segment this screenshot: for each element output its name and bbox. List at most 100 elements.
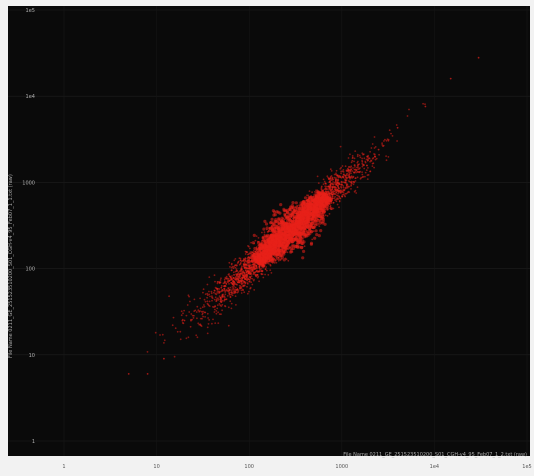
scatter-point xyxy=(406,115,409,117)
scatter-point xyxy=(332,183,335,186)
scatter-point xyxy=(206,292,209,295)
scatter-point xyxy=(288,228,292,232)
scatter-point xyxy=(307,194,310,197)
scatter-point xyxy=(325,197,329,201)
scatter-point xyxy=(328,197,332,201)
scatter-point xyxy=(236,291,239,294)
scatter-point xyxy=(206,296,209,299)
scatter-point xyxy=(243,291,246,294)
scatter-point xyxy=(202,291,204,294)
scatter-point xyxy=(281,240,285,244)
scatter-point xyxy=(292,219,296,224)
scatter-point xyxy=(230,269,233,272)
scatter-point xyxy=(317,234,321,238)
scatter-point xyxy=(361,157,363,160)
scatter-point xyxy=(271,222,275,226)
scatter-point xyxy=(422,102,424,105)
scatter-point xyxy=(256,269,258,272)
scatter-point xyxy=(329,178,332,181)
scatter-point xyxy=(321,221,325,225)
scatter-point xyxy=(251,277,254,280)
scatter-point xyxy=(336,203,339,206)
scatter-point xyxy=(243,277,246,279)
scatter-point xyxy=(215,287,218,290)
scatter-point xyxy=(363,157,366,160)
scatter-point xyxy=(311,203,315,207)
scatter-point xyxy=(345,173,348,176)
scatter-point xyxy=(366,178,369,181)
scatter-point xyxy=(362,153,365,156)
scatter-point xyxy=(229,300,232,303)
scatter-point xyxy=(344,165,347,168)
scatter-point xyxy=(215,310,218,312)
scatter-point xyxy=(319,229,323,233)
scatter-point xyxy=(240,292,243,294)
scatter-point xyxy=(161,333,164,336)
scatter-point xyxy=(313,216,317,220)
scatter-point xyxy=(340,186,343,189)
scatter-point xyxy=(324,190,327,193)
scatter-point xyxy=(186,304,189,306)
scatter-point xyxy=(214,296,217,299)
scatter-point xyxy=(341,190,343,193)
scatter-point xyxy=(282,258,286,262)
scatter-point xyxy=(212,306,214,308)
scatter-point xyxy=(241,265,243,268)
scatter-point xyxy=(220,285,223,287)
scatter-point xyxy=(235,283,238,286)
scatter-point xyxy=(211,299,213,302)
scatter-point xyxy=(353,181,356,184)
scatter-point xyxy=(336,181,339,184)
scatter-point xyxy=(230,307,233,310)
scatter-point xyxy=(230,281,233,284)
scatter-point xyxy=(263,233,266,236)
scatter-point xyxy=(370,147,373,149)
y-tick-label: 10 xyxy=(29,353,35,359)
scatter-point xyxy=(385,159,388,162)
scatter-point xyxy=(335,191,338,194)
scatter-point xyxy=(199,324,202,327)
scatter-point xyxy=(286,251,289,254)
scatter-point xyxy=(347,180,350,182)
scatter-point xyxy=(250,281,253,284)
scatter-point xyxy=(390,132,392,135)
scatter-point xyxy=(349,153,351,156)
scatter-point xyxy=(256,254,260,258)
scatter-point xyxy=(252,279,255,282)
scatter-point xyxy=(159,334,161,336)
scatter-point xyxy=(298,221,302,225)
scatter-point xyxy=(182,312,184,315)
scatter-point xyxy=(356,186,359,189)
scatter-point xyxy=(240,267,243,269)
scatter-point xyxy=(265,269,268,272)
scatter-point xyxy=(220,277,222,280)
scatter-point xyxy=(244,266,247,269)
scatter-point xyxy=(249,286,252,289)
scatter-point xyxy=(325,185,328,188)
scatter-point xyxy=(353,171,356,174)
scatter-point xyxy=(249,279,251,281)
scatter-point xyxy=(220,313,222,316)
scatter-point xyxy=(208,319,211,321)
scatter-point xyxy=(340,181,343,184)
scatter-point xyxy=(371,157,374,160)
scatter-point xyxy=(234,282,236,284)
scatter-point xyxy=(371,165,374,168)
scatter-point xyxy=(252,261,254,264)
scatter-point xyxy=(232,280,234,283)
scatter-point xyxy=(277,259,280,262)
scatter-point xyxy=(172,316,175,319)
scatter-point xyxy=(240,282,243,285)
scatter-point xyxy=(241,282,244,285)
scatter-point xyxy=(245,276,248,279)
scatter-point xyxy=(289,206,293,210)
scatter-point xyxy=(228,288,231,291)
scatter-point xyxy=(232,276,235,279)
scatter-point xyxy=(235,268,238,270)
scatter-point xyxy=(185,314,188,317)
scatter-point xyxy=(235,278,237,281)
scatter-point xyxy=(342,175,344,178)
scatter-point xyxy=(321,207,325,211)
scatter-point xyxy=(294,236,298,240)
